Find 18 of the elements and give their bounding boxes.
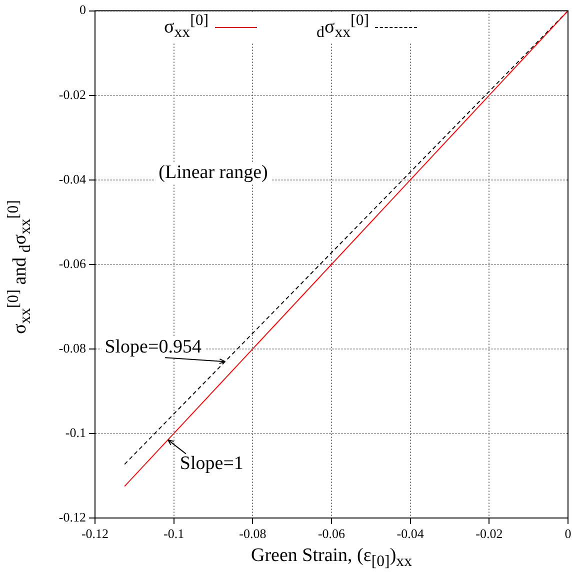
x-tick-label: -0.04: [396, 526, 424, 542]
annotation: Slope=0.954: [104, 336, 202, 358]
x-tick-label: -0.08: [239, 526, 266, 542]
y-tick-label: -0.08: [58, 340, 86, 356]
x-tick-label: -0.02: [476, 526, 503, 542]
y-tick-label: -0.04: [58, 171, 86, 186]
x-tick-label: -0.12: [81, 526, 109, 542]
y-tick-label: -0.02: [58, 86, 86, 102]
annotation: Slope=1: [180, 452, 244, 474]
y-tick-label: 0: [80, 2, 86, 18]
x-tick-label: -0.1: [164, 526, 184, 542]
annotation: (Linear range): [158, 162, 268, 184]
y-tick-label: -0.1: [65, 424, 86, 440]
y-tick-label: -0.06: [58, 256, 86, 271]
x-tick-label: 0: [564, 526, 572, 542]
x-tick-label: -0.06: [318, 526, 346, 542]
y-tick-label: -0.12: [58, 509, 86, 524]
x-axis-title: Green Strain, (ε$_{[0]}$)$_{xx}$: [250, 545, 413, 571]
